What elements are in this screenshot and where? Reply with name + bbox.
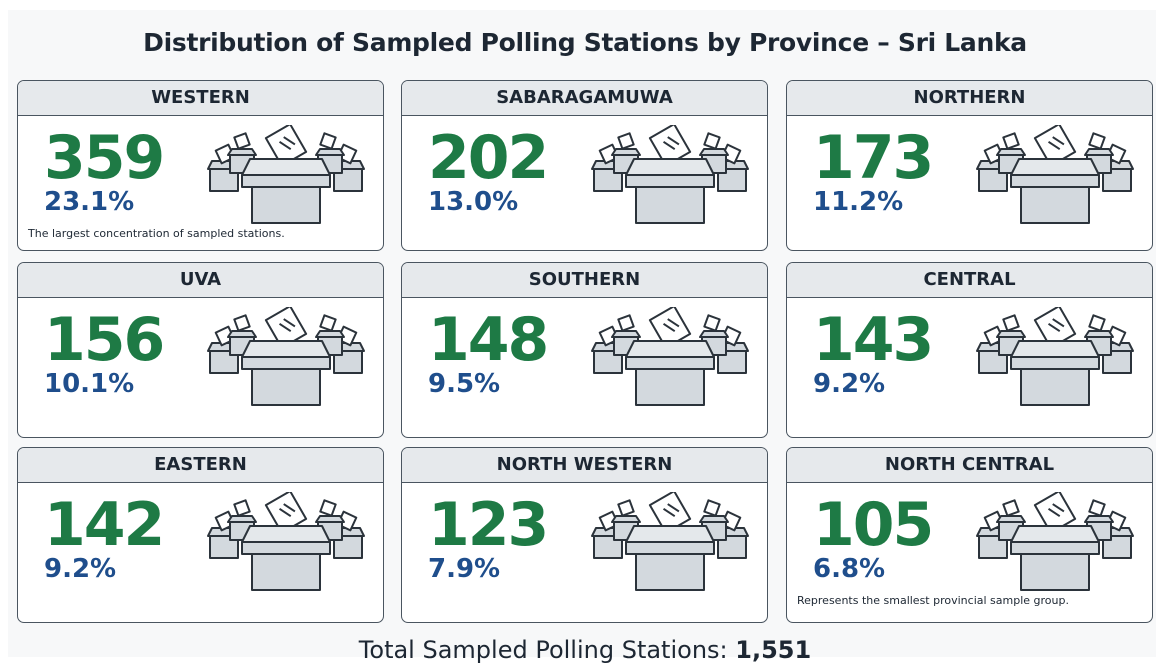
station-percent: 23.1% [44,187,134,217]
province-name: NORTH CENTRAL [787,448,1152,483]
station-percent: 9.5% [428,369,500,399]
station-percent: 11.2% [813,187,903,217]
ballot-box-icon [590,125,750,225]
card-note: The largest concentration of sampled sta… [28,227,285,240]
station-percent: 9.2% [813,369,885,399]
province-name: CENTRAL [787,263,1152,298]
ballot-box-icon [975,492,1135,592]
province-name: NORTHERN [787,81,1152,116]
province-name: NORTH WESTERN [402,448,767,483]
station-count: 142 [44,490,163,560]
ballot-box-icon [590,492,750,592]
page: Distribution of Sampled Polling Stations… [0,0,1156,657]
province-name: WESTERN [18,81,383,116]
station-count: 202 [428,123,547,193]
footer-total: 1,551 [735,636,811,664]
station-count: 359 [44,123,163,193]
province-name: EASTERN [18,448,383,483]
station-percent: 9.2% [44,554,116,584]
footer-label: Total Sampled Polling Stations: [359,636,728,664]
province-name: SOUTHERN [402,263,767,298]
station-count: 143 [813,305,932,375]
province-name: SABARAGAMUWA [402,81,767,116]
station-percent: 10.1% [44,369,134,399]
station-percent: 13.0% [428,187,518,217]
ballot-box-icon [206,307,366,407]
station-count: 148 [428,305,547,375]
station-percent: 6.8% [813,554,885,584]
station-count: 156 [44,305,163,375]
ballot-box-icon [975,307,1135,407]
card-note: Represents the smallest provincial sampl… [797,594,1069,607]
ballot-box-icon [975,125,1135,225]
station-count: 123 [428,490,547,560]
title: Distribution of Sampled Polling Stations… [0,28,1156,57]
station-count: 173 [813,123,932,193]
station-percent: 7.9% [428,554,500,584]
footer: Total Sampled Polling Stations: 1,551 [0,636,1156,664]
station-count: 105 [813,490,932,560]
ballot-box-icon [206,492,366,592]
ballot-box-icon [206,125,366,225]
province-name: UVA [18,263,383,298]
ballot-box-icon [590,307,750,407]
